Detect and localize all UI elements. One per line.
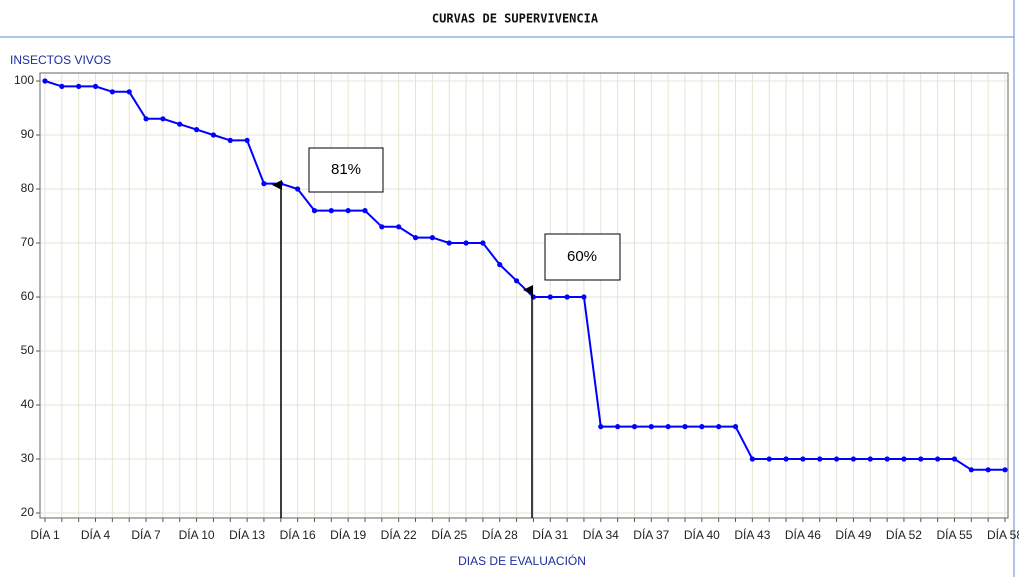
point [396,224,402,230]
annotation-text: 81% [331,161,361,178]
point [547,294,553,300]
x-tick-label: DÍA 40 [684,527,720,542]
point [1002,467,1008,473]
plot-frame [39,72,1009,519]
point [362,208,368,214]
point [598,424,604,430]
point [463,240,469,246]
y-tick-label: 90 [21,127,35,141]
point [446,240,452,246]
x-tick-label: DÍA 58 [987,527,1019,542]
point [766,456,772,462]
x-tick-label: DÍA 34 [583,527,619,542]
x-tick-label: DÍA 55 [936,527,972,542]
point [918,456,924,462]
point [244,137,250,143]
point [59,83,65,89]
x-tick-label: DÍA 4 [81,527,111,542]
point [261,181,267,187]
point [648,424,654,430]
point [311,208,318,214]
point [109,89,115,95]
annotation: 60% [523,233,621,518]
point [480,240,486,246]
x-tick-label: DÍA 13 [229,527,265,542]
point [884,456,890,462]
point [935,456,941,462]
y-tick-label: 100 [14,73,34,87]
y-tick-label: 50 [21,343,35,357]
x-tick-label: DÍA 10 [179,527,215,542]
point [665,424,671,430]
point [699,424,705,430]
point [615,424,621,430]
x-tick-label: DÍA 22 [381,527,417,542]
y-axis-label: INSECTOS VIVOS [10,53,111,67]
x-tick-label: DÍA 19 [330,527,366,542]
point [783,456,789,462]
y-tick-label: 60 [21,289,35,303]
point [867,456,873,462]
x-tick-label: DÍA 31 [532,527,568,542]
point [345,208,351,214]
annotation-text: 60% [567,248,597,265]
point [143,116,149,122]
point [850,456,857,462]
chart-title: CURVAS DE SUPERVIVENCIA [432,12,599,26]
point [564,294,570,300]
y-tick-label: 40 [21,397,35,411]
plot: DÍA 1 DÍA 4 DÍA 7 DÍA 10 DÍA 13 DÍA 16 DÍA 19 D… [14,72,1019,542]
annotation-box [308,147,384,193]
y-tick-label: 20 [21,505,35,519]
point [513,278,520,284]
point [581,294,587,300]
point [716,424,722,430]
point [160,116,166,122]
point [412,235,419,241]
x-tick-label: DÍA 49 [835,527,871,542]
x-tick-label: DÍA 37 [633,527,669,542]
point [76,83,82,89]
point [497,262,503,268]
point [901,456,907,462]
point [682,424,688,430]
x-tick-label: DÍA 43 [734,527,770,542]
point [833,456,840,462]
x-axis-label: DIAS DE EVALUACIÓN [458,553,586,568]
point [749,456,755,462]
point [92,83,99,89]
point [227,137,233,143]
x-tick-label: DÍA 7 [131,527,161,542]
x-tick-label: DÍA 1 [30,527,60,542]
point [328,208,334,214]
x-tick-label: DÍA 25 [431,527,467,542]
y-tick-label: 70 [21,235,35,249]
y-tick-label: 30 [21,451,35,465]
point [210,132,217,138]
point [177,121,183,127]
x-tick-label: DÍA 46 [785,527,821,542]
x-tick-label: DÍA 28 [482,527,518,542]
point [295,186,301,192]
point [800,456,806,462]
point [429,235,435,241]
point [951,456,958,462]
point [379,224,385,230]
y-tick-label: 80 [21,181,35,195]
point [985,467,991,473]
point [817,456,823,462]
point [968,467,974,473]
annotation-box [544,233,621,281]
annotation: 81% [272,147,384,518]
point [631,424,638,430]
point [732,424,739,430]
x-tick-label: DÍA 52 [886,527,922,542]
point [193,127,200,133]
point [126,89,132,95]
point [42,78,48,84]
x-tick-label: DÍA 16 [280,527,316,542]
